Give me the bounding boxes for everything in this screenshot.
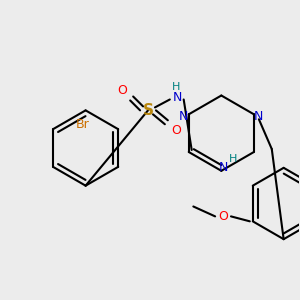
Text: O: O [117,84,127,97]
Text: N: N [173,91,182,104]
Text: N: N [254,110,264,123]
Text: H: H [229,154,237,164]
Text: N: N [219,161,228,174]
Text: O: O [218,210,228,223]
Text: N: N [179,110,188,123]
Text: O: O [171,124,181,137]
Text: S: S [142,103,154,118]
Text: H: H [172,82,180,92]
Text: Br: Br [76,118,89,131]
